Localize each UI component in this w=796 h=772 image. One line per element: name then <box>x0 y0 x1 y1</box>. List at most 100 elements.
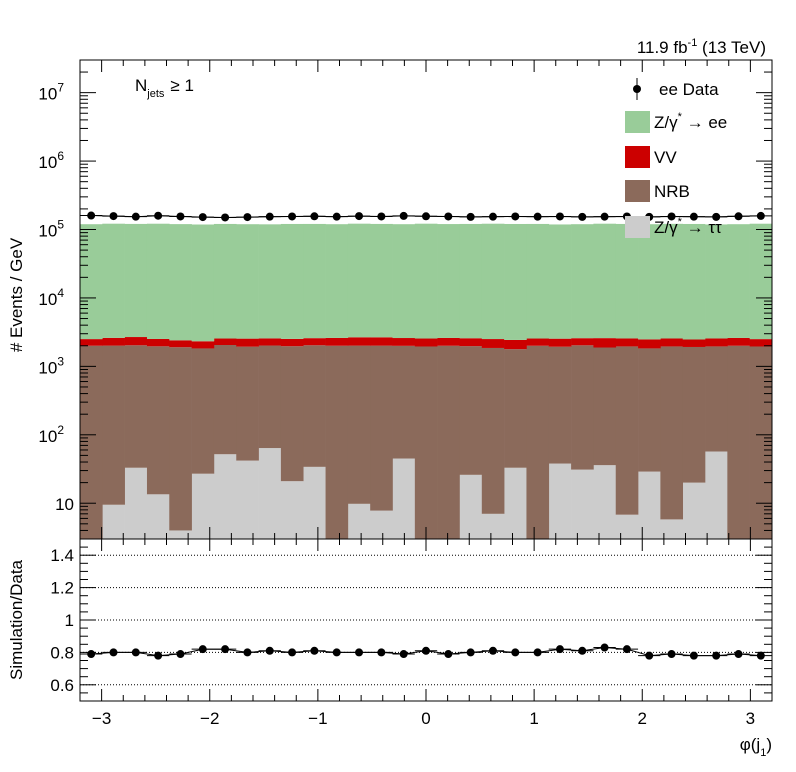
ratio-point-9 <box>288 648 297 657</box>
y-axis-label: # Events / GeV <box>7 237 26 352</box>
bar-nrb-1-25 <box>638 348 661 472</box>
bar-z-0-23 <box>593 465 617 539</box>
data-point-10 <box>310 212 319 221</box>
data-point-20 <box>533 212 542 221</box>
bar-nrb-1-4 <box>169 347 192 531</box>
bar-vv-2-18 <box>481 339 505 348</box>
bar-vv-2-8 <box>258 338 282 346</box>
bar-z-0-5 <box>191 473 215 539</box>
bar-z-3-28 <box>705 224 728 339</box>
data-point-16 <box>444 212 453 221</box>
ratio-point-6 <box>221 645 230 654</box>
bar-nrb-1-26 <box>660 346 684 520</box>
ratio-point-3 <box>154 651 163 660</box>
ratio-point-14 <box>399 650 408 659</box>
bar-z-3-25 <box>638 224 661 340</box>
luminosity-label: 11.9 fb-1 (13 TeV) <box>637 37 766 57</box>
bar-vv-2-6 <box>213 338 237 346</box>
bar-z-0-27 <box>682 482 706 539</box>
bar-nrb-1-29 <box>727 345 750 539</box>
bar-z-0-28 <box>705 451 728 539</box>
bar-z-3-7 <box>236 224 259 339</box>
legend-data-marker <box>633 85 641 93</box>
bar-nrb-1-23 <box>593 347 617 466</box>
bar-nrb-1-14 <box>392 345 416 459</box>
bar-z-0-17 <box>459 474 483 539</box>
ratio-point-20 <box>533 648 542 657</box>
legend-swatch-1 <box>625 180 650 202</box>
lower-y-axis: 0.6 0.8 1 1.2 1.4 <box>50 538 772 702</box>
y-tick-label-4: 105 <box>38 218 64 241</box>
bar-z-3-19 <box>504 223 527 340</box>
bar-nrb-1-10 <box>303 345 326 467</box>
bar-z-0-1 <box>102 504 125 539</box>
y-tick-label-1: 102 <box>38 423 64 446</box>
bar-nrb-1-16 <box>437 345 460 539</box>
bar-z-0-13 <box>370 510 393 539</box>
bar-vv-2-1 <box>102 337 125 346</box>
bar-nrb-1-6 <box>213 345 237 455</box>
ratio-point-2 <box>131 648 140 657</box>
bar-z-0-2 <box>124 467 148 539</box>
bar-vv-2-21 <box>548 338 572 347</box>
bar-nrb-1-15 <box>414 346 438 539</box>
data-point-29 <box>734 212 743 221</box>
bar-z-3-21 <box>548 224 572 339</box>
x-tick-label-3: 0 <box>421 709 430 728</box>
bar-z-3-26 <box>660 223 684 339</box>
bar-nrb-1-27 <box>682 346 706 483</box>
data-point-28 <box>712 212 721 221</box>
data-point-13 <box>377 212 386 221</box>
bar-z-3-5 <box>191 224 215 342</box>
bar-z-0-22 <box>571 469 594 539</box>
bar-z-0-26 <box>660 519 684 539</box>
bar-nrb-1-18 <box>481 347 505 514</box>
data-point-0 <box>87 211 96 220</box>
ratio-points <box>80 643 772 660</box>
y-tick-label-3: 104 <box>38 286 64 309</box>
bar-z-0-7 <box>236 460 259 539</box>
upper-y-axis: 10 102 103 104 105 106 107 <box>38 59 772 540</box>
bar-vv-2-25 <box>638 339 661 349</box>
bar-vv-2-20 <box>526 338 550 346</box>
bar-z-3-30 <box>749 223 773 340</box>
bar-z-0-19 <box>504 467 527 539</box>
ratio-axis-label: Simulation/Data <box>7 559 26 680</box>
ratio-grid <box>80 554 772 686</box>
bar-vv-2-7 <box>236 338 259 347</box>
data-point-26 <box>667 212 676 221</box>
bar-vv-2-3 <box>146 338 170 347</box>
x-tick-label-6: 3 <box>746 709 755 728</box>
legend-label-3: Z/γ* → ee <box>654 111 727 132</box>
bar-vv-2-29 <box>727 337 750 346</box>
ratio-point-13 <box>377 648 386 657</box>
bar-nrb-1-2 <box>124 345 148 468</box>
bar-nrb-1-24 <box>615 346 639 515</box>
bar-z-0-12 <box>347 503 371 539</box>
legend-label-1: NRB <box>654 182 690 201</box>
stacked-bars <box>80 223 773 539</box>
data-point-22 <box>578 212 587 221</box>
bar-z-0-9 <box>280 481 304 539</box>
bar-vv-2-27 <box>682 339 706 347</box>
bar-vv-2-26 <box>660 338 684 347</box>
data-point-23 <box>600 212 609 221</box>
bar-z-3-27 <box>682 223 706 340</box>
bar-nrb-1-30 <box>749 346 773 539</box>
bar-vv-2-30 <box>749 339 773 347</box>
bar-nrb-1-20 <box>526 345 550 539</box>
bar-vv-2-11 <box>325 337 349 346</box>
data-point-17 <box>466 212 475 221</box>
bar-z-0-6 <box>213 454 237 539</box>
bar-z-0-21 <box>548 463 572 539</box>
bar-vv-2-19 <box>504 339 527 350</box>
ratio-point-0 <box>87 650 96 659</box>
ratio-point-11 <box>332 648 341 657</box>
ratio-point-24 <box>622 645 631 654</box>
ratio-point-7 <box>243 648 252 657</box>
ratio-point-8 <box>265 646 274 655</box>
y-tick-label-2: 103 <box>38 354 64 377</box>
ratio-point-28 <box>712 651 721 660</box>
data-point-19 <box>511 212 520 221</box>
bar-z-3-11 <box>325 224 349 338</box>
